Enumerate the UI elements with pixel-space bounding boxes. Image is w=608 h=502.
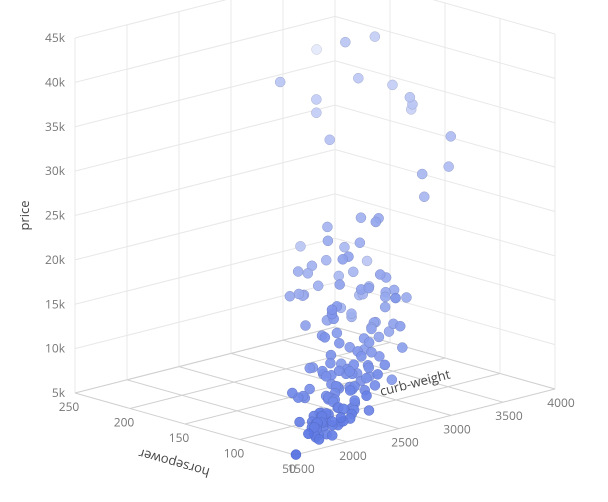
scatter3d-chart[interactable]: 5k10k15k20k25k30k35k40k45k50100150200250… [0, 0, 608, 502]
x-tick-label: 250 [59, 398, 80, 415]
scatter-point[interactable] [340, 37, 350, 47]
scatter-point[interactable] [325, 358, 335, 368]
x-tick-label: 100 [224, 445, 245, 462]
scatter-point[interactable] [373, 369, 383, 379]
y-tick-label: 2000 [339, 447, 367, 464]
scatter-point[interactable] [322, 222, 332, 232]
scatter-point[interactable] [446, 131, 456, 141]
z-tick-label: 45k [45, 29, 66, 46]
scatter-point[interactable] [361, 373, 371, 383]
scatter-point[interactable] [291, 450, 301, 460]
scatter-point[interactable] [346, 309, 356, 319]
scatter-point[interactable] [334, 366, 344, 376]
scatter-point[interactable] [321, 255, 331, 265]
scatter-point[interactable] [364, 405, 374, 415]
scatter-point[interactable] [387, 80, 397, 90]
scatter-point[interactable] [417, 169, 427, 179]
scatter-point[interactable] [350, 396, 360, 406]
scatter-point[interactable] [380, 302, 390, 312]
scatter-point[interactable] [295, 417, 305, 427]
scatter-point[interactable] [305, 363, 315, 373]
scatter-point[interactable] [397, 343, 407, 353]
z-tick-label: 15k [45, 295, 66, 312]
scatter-point[interactable] [285, 291, 295, 301]
scatter-point[interactable] [332, 328, 342, 338]
scatter-point[interactable] [345, 366, 355, 376]
scatter-point[interactable] [401, 292, 411, 302]
scatter-point[interactable] [380, 360, 390, 370]
y-tick-label: 3000 [443, 420, 471, 437]
x-axis-label: horsepower [136, 445, 212, 482]
scatter-point[interactable] [311, 108, 321, 118]
scatter-point[interactable] [327, 430, 337, 440]
scatter-point[interactable] [370, 32, 380, 42]
scatter-point[interactable] [345, 385, 355, 395]
scatter-point[interactable] [364, 337, 374, 347]
scatter-point[interactable] [364, 283, 374, 293]
scatter-point[interactable] [356, 351, 366, 361]
scatter-point[interactable] [327, 416, 337, 426]
z-tick-label: 30k [45, 162, 66, 179]
scatter-point[interactable] [367, 347, 377, 357]
z-axis-label: price [15, 200, 33, 230]
y-tick-label: 3500 [495, 407, 523, 424]
scatter-point[interactable] [339, 242, 349, 252]
scatter-point[interactable] [325, 135, 335, 145]
y-tick-label: 4000 [547, 394, 575, 411]
scatter-point[interactable] [364, 363, 374, 373]
scatter-point[interactable] [303, 429, 313, 439]
scatter-point[interactable] [320, 332, 330, 342]
scatter-point[interactable] [294, 289, 304, 299]
y-tick-label: 2500 [391, 434, 419, 451]
z-tick-label: 10k [45, 340, 66, 357]
scatter-point[interactable] [335, 280, 345, 290]
scatter-point[interactable] [301, 321, 311, 331]
scatter-point[interactable] [395, 321, 405, 331]
scatter-point[interactable] [353, 73, 363, 83]
scatter-point[interactable] [336, 413, 346, 423]
scatter-point[interactable] [312, 44, 322, 54]
scatter-point[interactable] [419, 192, 429, 202]
scatter-point[interactable] [323, 236, 333, 246]
z-tick-label: 25k [45, 207, 66, 224]
y-tick-label: 1500 [287, 460, 315, 477]
scatter-point[interactable] [380, 292, 390, 302]
scatter-point[interactable] [362, 391, 372, 401]
scatter-point[interactable] [338, 254, 348, 264]
scatter-point[interactable] [303, 268, 313, 278]
scatter-point[interactable] [348, 267, 358, 277]
scatter-point[interactable] [366, 324, 376, 334]
z-tick-label: 40k [45, 73, 66, 90]
scatter-point[interactable] [362, 256, 372, 266]
x-tick-label: 150 [169, 429, 190, 446]
scatter-point[interactable] [311, 94, 321, 104]
scatter-point[interactable] [334, 338, 344, 348]
scatter-point[interactable] [444, 162, 454, 172]
scatter-point[interactable] [293, 266, 303, 276]
x-tick-label: 200 [114, 414, 135, 431]
scatter-point[interactable] [314, 434, 324, 444]
scatter-point[interactable] [391, 293, 401, 303]
scatter-point[interactable] [321, 371, 331, 381]
scatter-point[interactable] [327, 305, 337, 315]
scatter-point[interactable] [374, 332, 384, 342]
z-tick-label: 35k [45, 118, 66, 135]
scatter-point[interactable] [295, 241, 305, 251]
scatter-point[interactable] [355, 238, 365, 248]
scatter-point[interactable] [405, 92, 415, 102]
z-tick-label: 20k [45, 251, 66, 268]
scatter-point[interactable] [275, 77, 285, 87]
scatter-point[interactable] [356, 213, 366, 223]
scatter-point[interactable] [313, 281, 323, 291]
scatter-point[interactable] [375, 269, 385, 279]
scatter-point[interactable] [371, 217, 381, 227]
scatter-point[interactable] [287, 388, 297, 398]
scatter-point[interactable] [370, 380, 380, 390]
scatter-point[interactable] [387, 375, 397, 385]
